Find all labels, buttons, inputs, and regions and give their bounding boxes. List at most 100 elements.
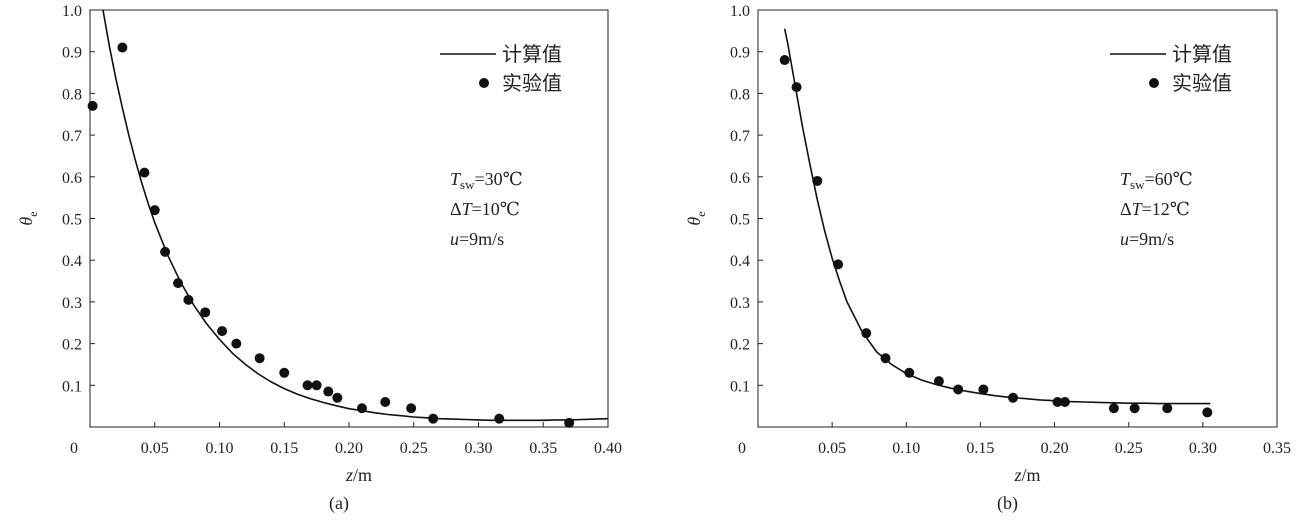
data-point-experimental [428,413,439,424]
condition-annotation: u=9m/s [1120,229,1174,249]
condition-annotation: ΔT=12℃ [1120,199,1190,219]
data-point-experimental [1052,396,1063,407]
y-tick-label: 0.4 [62,253,82,270]
y-tick-label: 1.0 [730,3,750,20]
condition-annotation: Tsw=30℃ [450,169,523,192]
data-point-experimental [564,417,575,428]
series-line-calculated [783,28,1211,405]
data-point-experimental [1059,396,1070,407]
x-tick-label: 0.25 [400,440,428,457]
data-point-experimental [1162,403,1173,414]
data-point-experimental [1108,403,1119,414]
data-point-experimental [160,246,171,257]
series-line-calculated [102,10,608,422]
x-tick-label: 0.30 [465,440,493,457]
y-tick-label: 0.1 [730,378,750,395]
data-point-experimental [1008,392,1019,403]
legend-label-calculated: 计算值 [502,42,562,66]
data-point-experimental [791,82,802,93]
data-point-experimental [311,380,322,391]
data-point-experimental [933,376,944,387]
condition-annotation: Tsw=60℃ [1120,169,1193,192]
data-point-experimental [861,328,872,339]
data-point-experimental [880,353,891,364]
panel-a: 0 0.05 0.10 0.15 0.20 0.25 0.30 0.35 0.40 0.1 0.2 0… [16,3,622,514]
y-tick-label: 0.7 [62,128,82,145]
data-point-experimental [231,338,242,349]
y-tick-label: 0.8 [62,86,82,103]
y-tick-label: 0.2 [62,337,82,354]
x-tick-label: 0 [738,440,746,457]
data-point-experimental [173,278,184,289]
x-tick-label: 0.20 [335,440,363,457]
data-point-experimental [779,55,790,66]
data-point-experimental [1129,403,1140,414]
data-point-experimental [117,42,128,53]
x-tick-label: 0.20 [1041,440,1069,457]
legend-label-experimental: 实验值 [502,71,562,95]
legend-label-calculated: 计算值 [1172,42,1232,66]
data-point-experimental [356,403,367,414]
legend-label-experimental: 实验值 [1172,71,1232,95]
data-point-experimental [323,386,334,397]
x-tick-label: 0.40 [594,440,622,457]
data-point-experimental [139,167,150,178]
y-tick-label: 0.2 [730,337,750,354]
data-point-experimental [217,326,228,337]
data-point-experimental [904,367,915,378]
x-tick-label: 0.05 [141,440,169,457]
x-tick-label: 0.25 [1115,440,1143,457]
data-point-experimental [953,384,964,395]
y-tick-label: 0.5 [62,212,82,229]
condition-annotation: u=9m/s [450,229,504,249]
data-point-experimental [406,403,417,414]
x-tick-label: 0.15 [966,440,994,457]
condition-annotation: ΔT=10℃ [450,199,520,219]
x-tick-label: 0 [70,440,78,457]
y-tick-label: 0.6 [62,170,82,187]
x-axis-label: z/m [1013,465,1040,485]
y-tick-label: 0.5 [730,212,750,229]
data-point-experimental [200,307,211,318]
data-point-experimental [978,384,989,395]
data-point-experimental [279,367,290,378]
legend-point-swatch [1149,78,1159,88]
y-tick-label: 0.3 [62,295,82,312]
y-tick-label: 0.6 [730,170,750,187]
x-axis-label: z/m [345,465,372,485]
panel-label: (a) [329,493,349,514]
y-tick-label: 0.3 [730,295,750,312]
data-point-experimental [332,392,343,403]
x-tick-label: 0.15 [270,440,298,457]
panel-label: (b) [997,493,1018,514]
data-point-experimental [302,380,313,391]
data-point-experimental [183,294,194,305]
y-tick-label: 0.1 [62,378,82,395]
data-point-experimental [87,100,98,111]
y-axis-label: θe [684,211,708,225]
data-point-experimental [494,413,505,424]
data-point-experimental [380,396,391,407]
panel-b: 0 0.05 0.10 0.15 0.20 0.25 0.30 0.35 0.1 0.2 0.3 0.… [684,3,1291,514]
y-tick-label: 0.9 [730,45,750,62]
data-point-experimental [254,353,265,364]
y-tick-label: 0.8 [730,86,750,103]
y-axis-label: θe [16,211,40,225]
y-tick-label: 0.7 [730,128,750,145]
y-tick-label: 1.0 [62,3,82,20]
x-tick-label: 0.10 [206,440,234,457]
data-point-experimental [149,205,160,216]
y-tick-label: 0.4 [730,253,750,270]
y-tick-label: 0.9 [62,45,82,62]
data-point-experimental [1202,407,1213,418]
x-tick-label: 0.30 [1189,440,1217,457]
data-point-experimental [833,259,844,270]
x-tick-label: 0.35 [529,440,557,457]
x-tick-label: 0.10 [892,440,920,457]
legend-point-swatch [479,78,489,88]
x-tick-label: 0.05 [818,440,846,457]
x-tick-label: 0.35 [1263,440,1291,457]
